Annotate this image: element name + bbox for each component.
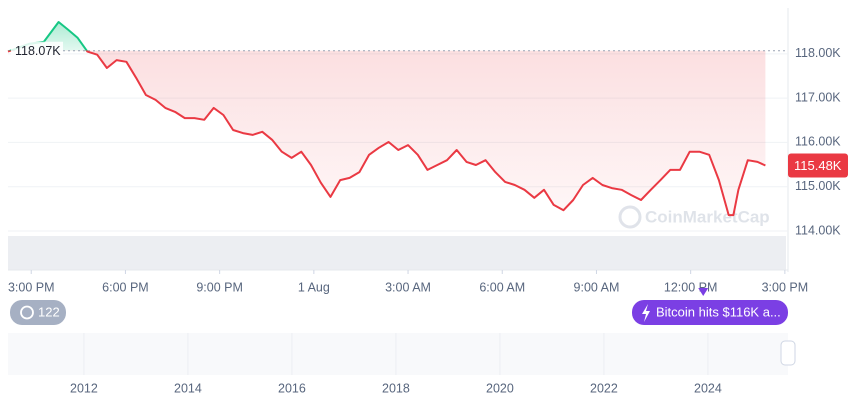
y-tick-label: 117.00K: [795, 90, 841, 104]
x-tick-label: 6:00 AM: [479, 280, 525, 294]
y-tick-label: 114.00K: [795, 223, 841, 237]
x-tick-label: 3:00 PM: [8, 280, 55, 294]
x-tick-label: 1 Aug: [298, 280, 330, 294]
navigator-tick-label: 2012: [70, 381, 98, 395]
reference-label: 118.07K: [15, 44, 61, 58]
x-tick-label: 9:00 AM: [574, 280, 620, 294]
x-tick-label: 9:00 PM: [196, 280, 243, 294]
event-tag[interactable]: Bitcoin hits $116K a...: [632, 300, 788, 325]
navigator-tick-label: 2022: [590, 381, 618, 395]
badge[interactable]: 122: [10, 300, 66, 325]
area: [8, 22, 766, 216]
x-tick-label: 6:00 PM: [102, 280, 149, 294]
watermark: CoinMarketCap: [618, 205, 770, 229]
badge-text: 122: [38, 304, 60, 319]
navigator-handle[interactable]: [780, 340, 796, 366]
event-icon: [642, 304, 650, 322]
y-tick-label: 115.00K: [795, 179, 841, 193]
event-marker: [698, 288, 709, 296]
navigator-tick-label: 2024: [694, 381, 722, 395]
event-tag-bg: [632, 300, 788, 325]
x-tick-label: 3:00 PM: [762, 280, 809, 294]
price-line: [7, 21, 766, 217]
navigator-tick-label: 2016: [278, 381, 306, 395]
navigator-tick-label: 2014: [174, 381, 202, 395]
x-tick-label: 3:00 AM: [385, 280, 431, 294]
badge-bg: [10, 300, 66, 325]
event-label: Bitcoin hits $116K a...: [656, 304, 781, 319]
y-tick-label: 118.00K: [795, 46, 841, 60]
volume-strip: [8, 236, 786, 270]
navigator-tick-label: 2020: [486, 381, 514, 395]
reference-label-bg: [11, 41, 63, 59]
x-tick-label: 12:00 PM: [664, 280, 718, 294]
price-tag-label: 115.48K: [794, 158, 842, 173]
navigator: [8, 333, 788, 375]
navigator-tick-label: 2018: [382, 381, 410, 395]
watermark-text: CoinMarketCap: [645, 207, 770, 226]
price-tag: [788, 153, 848, 178]
y-tick-label: 116.00K: [795, 135, 841, 149]
